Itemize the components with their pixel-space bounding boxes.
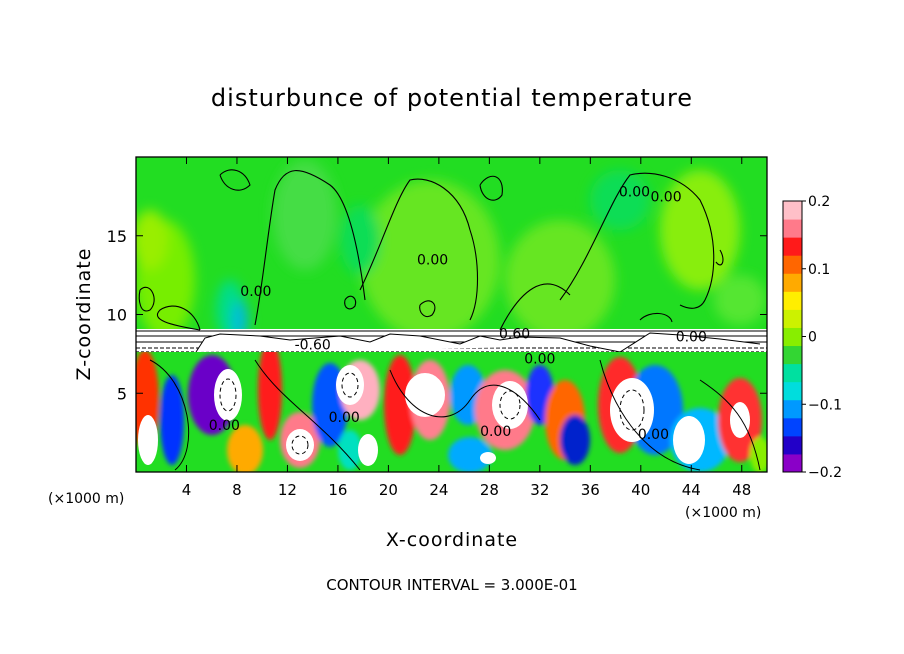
- colorbar-swatch: [783, 255, 802, 274]
- colorbar-tick-label: 0.1: [808, 262, 830, 278]
- colorbar-swatch: [783, 417, 802, 437]
- colorbar-swatch: [783, 309, 802, 328]
- y-axis-label: Z-coordinate: [73, 248, 95, 381]
- x-tick-label: 40: [631, 481, 650, 499]
- x-tick-label: 4: [182, 481, 192, 499]
- colorbar-swatch: [783, 399, 802, 419]
- contour-label: 0.00: [240, 284, 271, 300]
- contour-label: 0.00: [480, 424, 511, 440]
- x-tick-label: 48: [732, 481, 751, 499]
- colorbar-swatch: [783, 237, 802, 256]
- contour-label: 0.00: [209, 418, 240, 434]
- colorbar-swatch: [783, 435, 802, 455]
- x-tick-label: 28: [480, 481, 499, 499]
- y-axis: 5 10 15: [107, 227, 767, 403]
- x-tick-label: 32: [530, 481, 549, 499]
- x-tick-label: 16: [328, 481, 347, 499]
- x-tick-label: 12: [278, 481, 297, 499]
- upper-contours: [138, 169, 724, 331]
- contour-interval-note: CONTOUR INTERVAL = 3.000E-01: [326, 576, 578, 594]
- colorbar-tick-label: −0.1: [808, 397, 842, 413]
- x-tick-label: 44: [682, 481, 701, 499]
- x-tick-label: 24: [429, 481, 448, 499]
- colorbar-swatch: [783, 363, 802, 383]
- colorbar-swatch: [783, 381, 802, 401]
- inversion-band: [136, 329, 767, 353]
- contour-label: 0.00: [638, 427, 669, 443]
- x-axis: 4 8 12 16 20 24 28 32 36 40 44 48: [182, 157, 751, 499]
- colorbar-swatch: [783, 219, 802, 238]
- contour-label: -0.60: [295, 337, 331, 353]
- contour-label: 0.00: [676, 330, 707, 346]
- x-tick-label: 36: [581, 481, 600, 499]
- plot-area: [136, 157, 767, 472]
- colorbar-swatch: [783, 273, 802, 292]
- contour-labels: 0.60-0.600.000.000.00 0.000.00 0.000.000.0…: [209, 185, 707, 444]
- x-axis-label: X-coordinate: [386, 529, 518, 551]
- colorbar-swatch: [783, 201, 802, 220]
- y-tick-label: 10: [107, 306, 127, 325]
- contour-label: 0.60: [499, 326, 530, 342]
- x-unit-label-right: (×1000 m): [685, 505, 761, 521]
- contour-label: 0.00: [329, 410, 360, 426]
- colorbar-tick-label: 0.2: [808, 194, 830, 210]
- lower-field: [136, 352, 767, 472]
- x-unit-label-left: (×1000 m): [48, 491, 124, 507]
- saturated-cores: [138, 365, 750, 466]
- y-tick-label: 15: [107, 227, 127, 246]
- x-tick-label: 20: [379, 481, 398, 499]
- chart-title: disturbunce of potential temperature: [210, 84, 694, 112]
- y-tick-label: 5: [117, 384, 127, 403]
- contour-label: 0.00: [417, 252, 448, 268]
- colorbar-tick-label: 0: [808, 330, 817, 346]
- colorbar: 0.2 0.1 0 −0.1 −0.2: [782, 194, 842, 481]
- colorbar-tick-label: −0.2: [808, 465, 842, 481]
- contour-label: 0.00: [650, 189, 681, 205]
- contour-label: 0.00: [619, 185, 650, 201]
- colorbar-swatch: [783, 453, 802, 473]
- zero-contours: [149, 359, 761, 471]
- x-tick-label: 8: [232, 481, 242, 499]
- colorbar-swatch: [783, 345, 802, 365]
- colorbar-swatch: [783, 327, 802, 347]
- colorbar-swatch: [783, 291, 802, 310]
- contour-label: 0.00: [524, 352, 555, 368]
